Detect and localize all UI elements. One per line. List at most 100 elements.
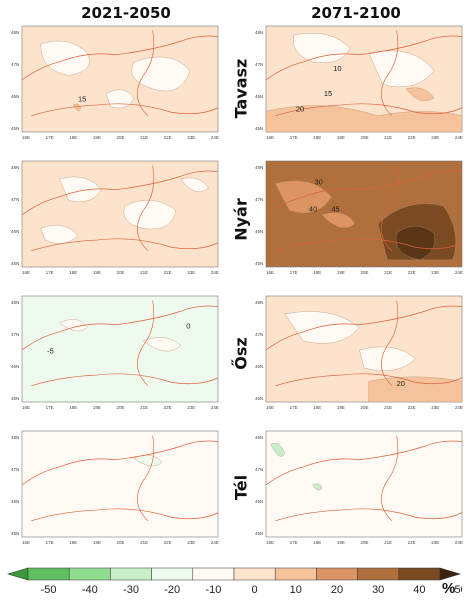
legend-color-bin: [151, 567, 194, 581]
lon-tick-label: 17E: [46, 270, 54, 275]
lon-tick-label: 16E: [266, 270, 274, 275]
season-label-nyar: Nyár: [231, 198, 251, 241]
lon-tick-label: 20E: [360, 405, 368, 410]
lon-tick-label: 21E: [140, 270, 148, 275]
lon-tick-label: 19E: [93, 135, 101, 140]
lat-tick-label: 47N: [11, 62, 19, 67]
lon-tick-label: 18E: [313, 270, 321, 275]
border-line: [265, 305, 463, 351]
lat-tick-label: 47N: [11, 332, 19, 337]
contour-region: [321, 212, 355, 228]
legend-tick-label: -40: [82, 584, 98, 596]
lon-tick-label: 22E: [408, 270, 416, 275]
lon-tick-label: 22E: [408, 135, 416, 140]
legend-tick-label: 0: [252, 584, 258, 596]
map-panel: 15 48N 47N 46N 45N 16E 17E 18E 19E 20E 21E 22E 23E 24…: [10, 24, 220, 152]
lon-tick-label: 18E: [69, 540, 77, 545]
lon-tick-label: 16E: [22, 135, 30, 140]
lon-tick-label: 18E: [313, 405, 321, 410]
lon-tick-label: 23E: [431, 135, 439, 140]
lon-tick-label: 24E: [455, 405, 463, 410]
lon-tick-label: 18E: [313, 540, 321, 545]
border-line: [21, 170, 219, 216]
border-line: [275, 373, 463, 387]
lat-tick-label: 48N: [255, 30, 263, 35]
border-line: [31, 103, 219, 117]
season-label-tel: Tél: [231, 474, 251, 501]
lat-tick-label: 45N: [11, 261, 19, 266]
contour-region: [40, 224, 79, 244]
contour-region: [59, 176, 102, 203]
border-line: [21, 305, 219, 351]
legend-unit: %: [442, 580, 456, 597]
contour-label: 45: [331, 204, 339, 213]
legend-tick-label: -20: [164, 584, 180, 596]
lat-tick-label: 48N: [11, 435, 19, 440]
lat-tick-label: 48N: [255, 435, 263, 440]
border-line: [31, 373, 219, 387]
contour-region: [405, 87, 435, 101]
contour-region: [180, 177, 209, 192]
contour-region: [293, 32, 351, 63]
border-line: [275, 103, 463, 117]
contour-label: -5: [47, 347, 54, 356]
lon-tick-label: 19E: [337, 405, 345, 410]
lon-tick-label: 17E: [46, 405, 54, 410]
border-line: [21, 35, 219, 81]
lat-tick-label: 45N: [11, 396, 19, 401]
lon-tick-label: 24E: [211, 540, 219, 545]
map-panel: 48N 47N 46N 45N 16E 17E 18E 19E 20E 21E 22E 23E 24E: [254, 429, 464, 557]
lon-tick-label: 20E: [116, 270, 124, 275]
lon-tick-label: 23E: [187, 405, 195, 410]
lat-tick-label: 45N: [255, 126, 263, 131]
border-line: [31, 508, 219, 522]
lat-tick-label: 46N: [11, 229, 19, 234]
lon-tick-label: 21E: [140, 135, 148, 140]
contour-label: 20: [397, 379, 405, 388]
legend-color-bin: [27, 567, 70, 581]
lat-tick-label: 48N: [11, 300, 19, 305]
border-line: [21, 440, 219, 486]
map-background: [21, 295, 219, 403]
map-background: [21, 160, 219, 268]
legend-arrow-low: [6, 567, 29, 581]
lon-tick-label: 16E: [22, 270, 30, 275]
lon-tick-label: 20E: [116, 405, 124, 410]
contour-region: [123, 200, 177, 230]
lat-tick-label: 45N: [11, 126, 19, 131]
lon-tick-label: 24E: [455, 135, 463, 140]
legend-tick-label: 40: [413, 584, 425, 596]
legend-color-bin: [233, 567, 276, 581]
lat-tick-label: 47N: [255, 332, 263, 337]
lon-tick-label: 22E: [164, 405, 172, 410]
lat-tick-label: 48N: [255, 300, 263, 305]
lon-tick-label: 16E: [22, 405, 30, 410]
map-panel: 10 15 20 48N 47N 46N 45N 16E 17E 18E 19E 20E 21E 22E 2…: [254, 24, 464, 152]
lon-tick-label: 17E: [290, 270, 298, 275]
lon-tick-label: 24E: [211, 135, 219, 140]
lon-tick-label: 22E: [164, 135, 172, 140]
map-panel: 48N 47N 46N 45N 16E 17E 18E 19E 20E 21E 22E 23E 24E: [10, 429, 220, 557]
lon-tick-label: 18E: [69, 135, 77, 140]
lon-tick-label: 23E: [187, 270, 195, 275]
lon-tick-label: 21E: [384, 270, 392, 275]
column-title-2021-2050: 2021-2050: [81, 4, 171, 22]
lat-tick-label: 45N: [255, 396, 263, 401]
lat-tick-label: 48N: [11, 165, 19, 170]
lon-tick-label: 17E: [46, 135, 54, 140]
lon-tick-label: 23E: [431, 270, 439, 275]
lon-tick-label: 20E: [116, 540, 124, 545]
contour-label: 15: [78, 95, 86, 104]
contour-region: [312, 483, 323, 491]
border-line: [137, 165, 155, 252]
legend-tick-label: 30: [372, 584, 384, 596]
border-line: [265, 440, 463, 486]
lon-tick-label: 21E: [140, 540, 148, 545]
lat-tick-label: 47N: [255, 197, 263, 202]
